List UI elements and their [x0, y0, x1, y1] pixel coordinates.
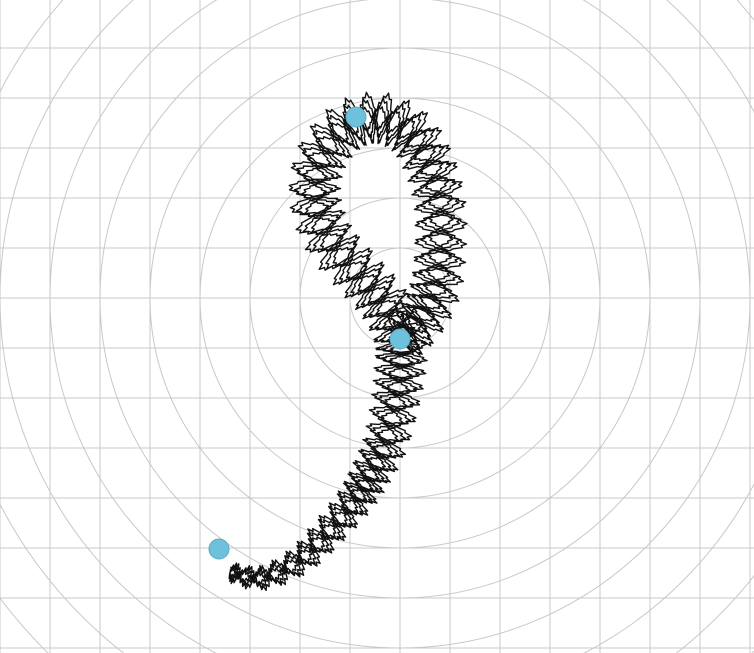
helix-strand-core-b [230, 106, 454, 583]
ring [149, 47, 651, 549]
control-point-top[interactable] [345, 106, 367, 128]
helix-curve [228, 91, 468, 591]
ring [99, 0, 701, 599]
control-points [208, 106, 411, 560]
ring [199, 97, 601, 499]
helix-strand-outer-a [228, 92, 468, 591]
control-point-bottom-left[interactable] [208, 538, 230, 560]
ring [49, 0, 751, 649]
control-point-middle[interactable] [389, 328, 411, 350]
helix-strand-outer-b [229, 91, 468, 590]
helix-strand-inner-b [230, 98, 461, 586]
helix-strand-inner-a [228, 97, 462, 589]
helix-strand-core-a [228, 105, 454, 586]
